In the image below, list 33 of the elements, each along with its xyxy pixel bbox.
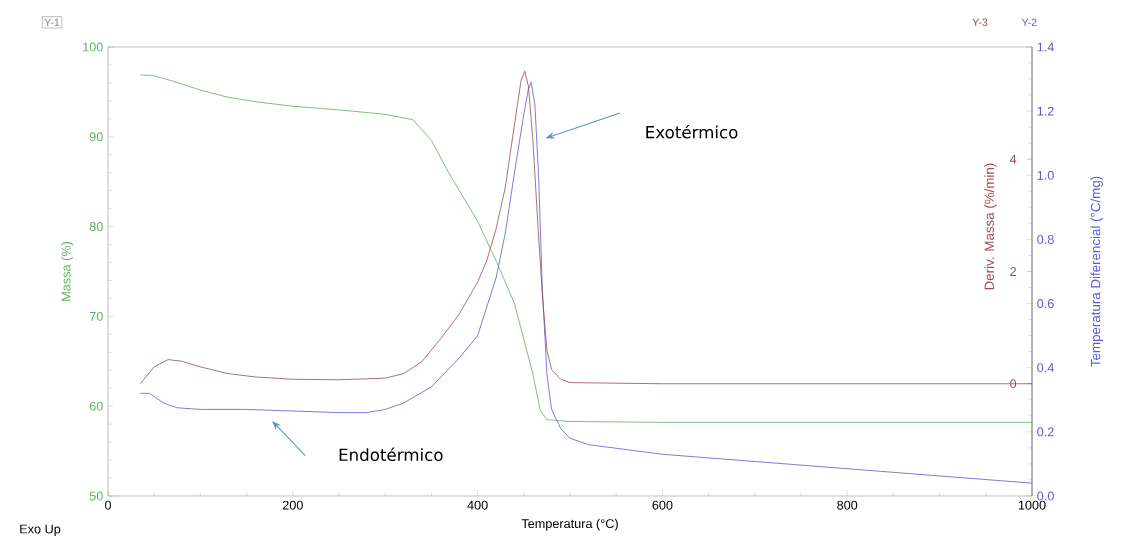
y2-tick-label: 0.4 (1037, 363, 1054, 373)
x-tick-label: 1000 (1018, 500, 1046, 510)
y2-tick-label: 1.2 (1037, 106, 1054, 116)
y-tick-label: 60 (89, 401, 103, 411)
x-tick-label: 800 (837, 500, 858, 510)
y-axis-title: Massa (%) (61, 242, 74, 301)
annotation: Endotérmico (339, 447, 443, 462)
y-tick-label: 100 (83, 42, 103, 52)
y3-tick-label: 2 (1010, 267, 1016, 276)
text: Y-3 (972, 18, 988, 27)
y-tick-label: 90 (89, 132, 103, 142)
y2-tick-label: 0.6 (1037, 299, 1054, 309)
y2-tick-label: 0.0 (1037, 491, 1054, 501)
text: Y-1 (44, 18, 60, 26)
y-tick-label: 50 (89, 491, 103, 501)
annotation: Exotérmico (646, 124, 738, 139)
y3-axis-title: Deriv. Massa (%/min) (984, 163, 997, 290)
y2-tick-label: 1.0 (1037, 170, 1054, 180)
x-axis-title: Temperatura (°C) (521, 518, 618, 531)
y2-tick-label: 1.4 (1037, 42, 1054, 52)
y2-tick-label: 0.2 (1037, 427, 1054, 437)
x-tick-label: 400 (467, 500, 488, 510)
y3-tick-label: 4 (1009, 154, 1017, 164)
y-tick-label: 70 (89, 311, 103, 321)
line-series (139, 81, 1032, 484)
y-tick-label: 80 (89, 222, 103, 232)
x-tick-label: 200 (282, 500, 303, 510)
x-tick-label: 0 (104, 500, 112, 510)
x-tick-label: 600 (652, 500, 673, 510)
y2-axis-title: Temperatura Diferencial (°C/mg) (1090, 176, 1103, 367)
text: Y-2 (1021, 18, 1037, 27)
text: Exo Up (20, 524, 61, 536)
y2-tick-label: 0.8 (1037, 234, 1054, 244)
